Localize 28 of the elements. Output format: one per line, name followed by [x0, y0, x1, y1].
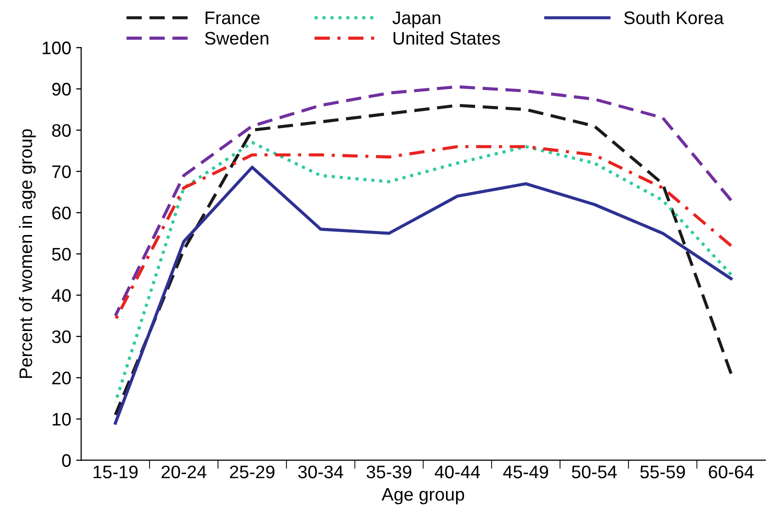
x-axis-title: Age group	[382, 488, 464, 504]
legend-label: United States	[394, 31, 500, 45]
y-tick-label: 40	[52, 289, 71, 302]
x-tick-label: 15-19	[94, 466, 138, 478]
x-tick-label: 40-44	[434, 466, 480, 478]
x-tick-label: 25-29	[230, 466, 274, 478]
x-tick-label: 60-64	[708, 466, 754, 478]
y-axis-title: Percent of women in age group	[18, 129, 36, 378]
y-tick-label: 60	[52, 206, 71, 220]
legend-label: Japan	[392, 12, 440, 28]
x-tick-label: 50-54	[572, 466, 617, 478]
legend-label: Sweden	[205, 31, 268, 45]
y-tick-label: 70	[52, 165, 71, 178]
x-tick-label: 55-59	[640, 466, 685, 478]
y-tick-label: 10	[52, 412, 71, 426]
y-tick-label: 50	[52, 248, 71, 261]
x-tick-label: 30-34	[298, 466, 344, 478]
y-tick-label: 100	[42, 42, 71, 54]
y-tick-label: 90	[52, 82, 71, 96]
y-tick-label: 0	[62, 454, 71, 467]
y-tick-label: 80	[52, 124, 71, 137]
legend-label: France	[206, 12, 260, 24]
y-tick-label: 30	[52, 330, 71, 344]
x-tick-label: 20-24	[162, 466, 206, 478]
y-tick-label: 20	[52, 372, 71, 384]
x-tick-label: 45-49	[503, 466, 548, 478]
x-tick-label: 35-39	[366, 466, 412, 478]
legend-label: South Korea	[624, 10, 724, 24]
